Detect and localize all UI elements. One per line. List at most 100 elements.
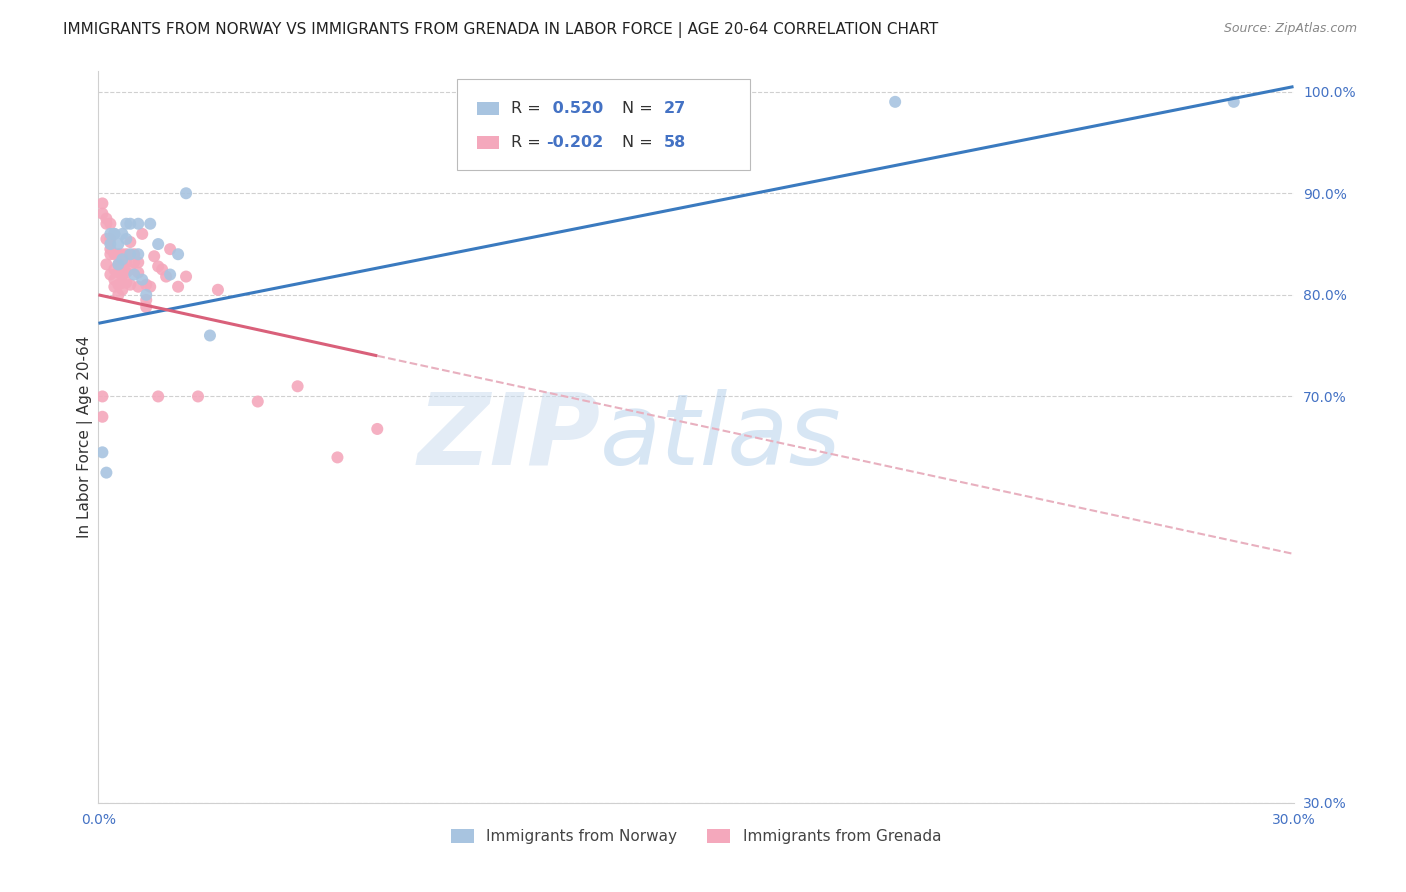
Point [155,269,177,284]
Point [91,445,114,459]
Point [127,266,149,280]
Point [96,211,118,226]
Point [174,186,197,201]
Point [111,247,134,261]
Text: R =: R = [510,135,546,150]
Point [207,283,229,297]
Point [103,262,125,277]
Text: N =: N = [621,135,658,150]
Point [131,272,153,286]
Point [111,283,134,297]
Point [111,276,134,290]
Point [135,288,157,302]
Point [159,242,181,256]
Text: -0.202: -0.202 [547,135,603,150]
Point [120,217,142,231]
Point [96,257,118,271]
Point [120,262,142,277]
Point [98,232,122,246]
Point [135,293,157,307]
Point [107,266,129,280]
Point [366,422,388,436]
Point [326,450,349,465]
Point [127,279,149,293]
Text: Source: ZipAtlas.com: Source: ZipAtlas.com [1223,22,1357,36]
Point [107,288,129,302]
Point [98,217,122,231]
Point [103,227,125,241]
Point [115,276,138,290]
Point [1223,95,1246,109]
Point [107,237,129,252]
Point [96,232,118,246]
Point [124,247,146,261]
FancyBboxPatch shape [477,102,499,115]
Point [148,260,170,274]
Point [124,255,146,269]
Point [111,268,134,282]
Legend: Immigrants from Norway, Immigrants from Grenada: Immigrants from Norway, Immigrants from … [444,822,948,850]
Point [287,379,309,393]
Point [120,247,142,261]
Point [107,257,129,271]
Point [148,237,170,252]
Point [98,247,122,261]
Point [96,466,118,480]
Point [91,409,114,424]
Text: IMMIGRANTS FROM NORWAY VS IMMIGRANTS FROM GRENADA IN LABOR FORCE | AGE 20-64 COR: IMMIGRANTS FROM NORWAY VS IMMIGRANTS FRO… [63,22,939,38]
Point [107,277,129,292]
Point [127,247,149,261]
Point [103,279,125,293]
Point [111,257,134,271]
Point [148,389,170,403]
Point [111,227,134,241]
Point [135,300,157,314]
Point [124,268,146,282]
Point [120,235,142,249]
Point [115,232,138,246]
Point [198,328,221,343]
Point [131,227,153,241]
Point [91,389,114,403]
Point [127,217,149,231]
Point [107,257,129,271]
Text: atlas: atlas [600,389,842,485]
Point [91,206,114,220]
Point [135,277,157,292]
Point [150,262,173,277]
Point [98,227,122,241]
Text: 27: 27 [664,101,686,116]
Point [115,255,138,269]
Point [115,217,138,231]
Point [167,247,190,261]
Point [91,196,114,211]
Point [884,95,907,109]
FancyBboxPatch shape [477,136,499,149]
Point [159,268,181,282]
Point [98,237,122,252]
Point [167,279,190,293]
Point [139,279,162,293]
Point [96,217,118,231]
Text: 0.520: 0.520 [547,101,603,116]
Point [103,247,125,261]
Point [187,389,209,403]
Point [115,247,138,261]
Point [127,255,149,269]
Text: R =: R = [510,101,546,116]
Point [111,252,134,267]
Y-axis label: In Labor Force | Age 20-64: In Labor Force | Age 20-64 [77,336,93,538]
Point [174,269,197,284]
Point [103,227,125,241]
Point [139,217,162,231]
Text: ZIP: ZIP [418,389,600,485]
Text: N =: N = [621,101,658,116]
Point [115,266,138,280]
Text: 58: 58 [664,135,686,150]
Point [103,272,125,286]
Point [107,247,129,261]
Point [98,242,122,256]
Point [143,249,166,263]
Point [246,394,269,409]
FancyBboxPatch shape [457,78,749,170]
